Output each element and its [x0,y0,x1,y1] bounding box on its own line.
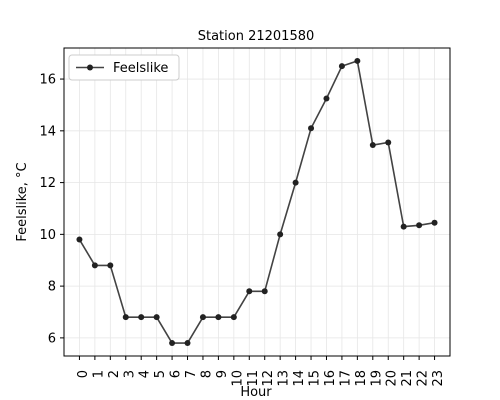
x-tick-label: 22 [416,370,431,387]
x-tick-label: 1 [91,370,106,378]
x-tick-label: 10 [230,370,245,387]
y-tick-label: 10 [39,228,56,243]
x-tick-label: 6 [169,370,184,378]
x-tick-label: 5 [153,370,168,378]
x-tick-label: 15 [308,370,323,387]
data-point [369,142,376,149]
data-point [338,63,345,70]
data-point [199,314,206,321]
data-point [76,236,83,243]
x-tick-label: 9 [215,370,230,378]
data-point [122,314,129,321]
series-line [78,59,435,344]
axes-frame [63,47,451,357]
chart-title: Station 21201580 [198,29,315,44]
x-tick-label: 20 [385,370,400,387]
x-axis-label: Hour [240,385,272,400]
x-tick-label: 7 [184,370,199,378]
y-tick-label: 6 [48,331,56,346]
series-layer [76,57,438,347]
data-point [308,125,315,132]
data-point [323,95,330,102]
y-tick-label: 12 [39,176,56,191]
x-tick-label: 0 [76,370,91,378]
x-tick-label: 4 [138,370,153,378]
legend-box [68,54,180,81]
x-tick-label: 17 [338,370,353,387]
x-tick-label: 16 [323,370,338,387]
data-point [138,314,145,321]
grid-lines [64,48,450,356]
y-axis-ticks: 6 8 10 12 14 16 [39,73,64,346]
x-tick-label: 23 [431,370,446,387]
data-point [385,139,392,146]
data-point [277,231,284,238]
y-tick-label: 14 [39,124,56,139]
data-point [261,288,268,295]
data-point [184,340,191,347]
x-tick-label: 2 [107,370,122,378]
x-tick-label: 3 [122,370,137,378]
x-axis-ticks: 0 1 2 3 4 5 6 7 8 9 10 11 12 13 14 15 16 17 18 19 20 21 22 23 [76,356,446,387]
x-tick-label: 13 [277,370,292,387]
data-point [230,314,237,321]
x-tick-label: 14 [292,370,307,387]
x-tick-label: 18 [354,370,369,387]
x-tick-label: 21 [400,370,415,387]
legend: Feelslike [68,54,180,81]
x-tick-label: 8 [199,370,214,378]
data-point [91,262,98,269]
y-tick-label: 16 [39,73,56,88]
data-point [431,219,438,226]
x-tick-label: 12 [261,370,276,387]
data-point [354,57,361,64]
legend-marker-swatch [87,64,93,71]
data-point [292,179,299,186]
y-axis-label: Feelslike, °C [15,162,30,241]
x-tick-label: 19 [369,370,384,387]
y-tick-label: 8 [48,280,56,295]
data-point [246,288,253,295]
data-point [169,340,176,347]
x-tick-label: 11 [246,370,261,387]
data-point [400,223,407,230]
data-point [107,262,114,269]
data-point [416,222,423,229]
legend-label: Feelslike [113,61,168,76]
data-point [153,314,160,321]
data-point [215,314,222,321]
